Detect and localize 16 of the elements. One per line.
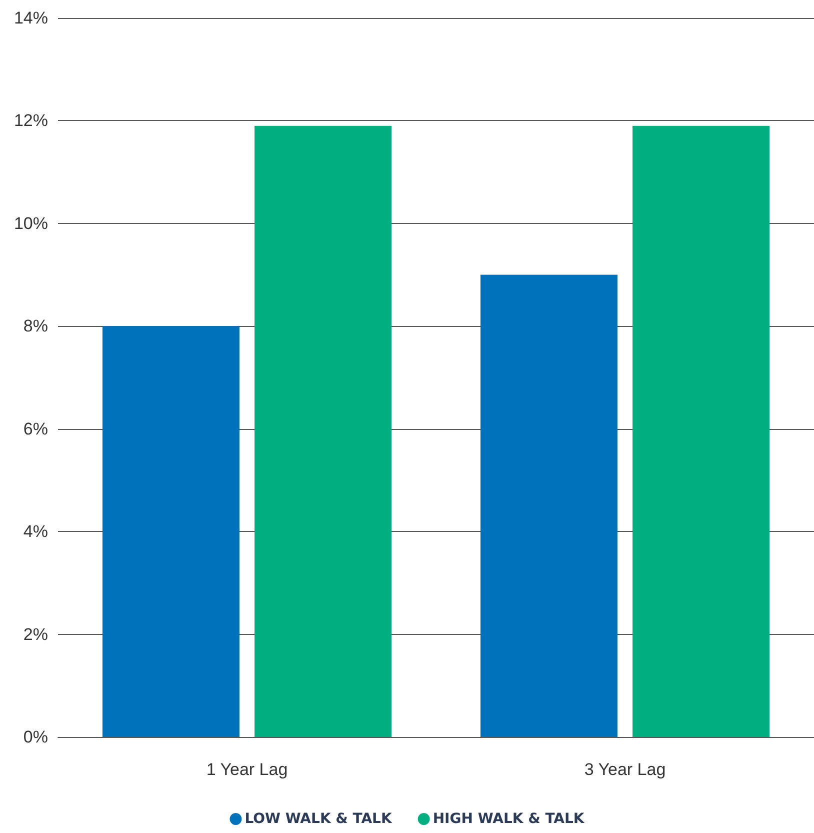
y-tick-label: 0%: [23, 728, 48, 746]
bar: [480, 274, 618, 737]
bar: [102, 326, 240, 737]
y-tick-label: 4%: [23, 522, 48, 542]
legend-label: HIGH WALK & TALK: [432, 811, 586, 827]
y-tick-label: 10%: [14, 214, 48, 233]
y-tick-label: 14%: [14, 8, 48, 28]
y-tick-label: 2%: [23, 624, 48, 644]
y-tick-label: 8%: [23, 316, 48, 336]
bar: [254, 126, 392, 737]
bar: [632, 126, 770, 737]
y-tick-label: 6%: [23, 419, 48, 438]
y-tick-label: 12%: [14, 111, 48, 130]
x-tick-label: 3 Year Lag: [584, 760, 666, 779]
x-tick-label: 1 Year Lag: [206, 760, 288, 779]
legend-label: LOW WALK & TALK: [244, 811, 393, 827]
